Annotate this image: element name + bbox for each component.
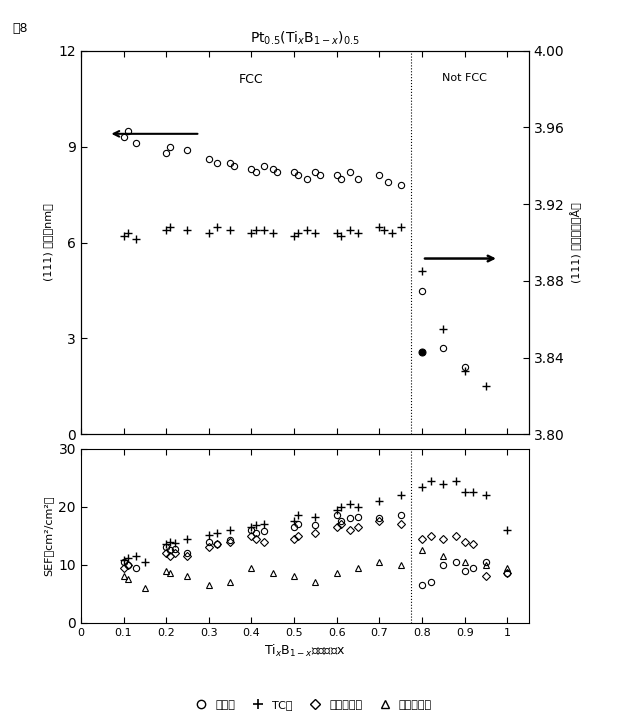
Text: FCC: FCC [239,73,264,86]
Text: 図8: 図8 [12,22,28,35]
Y-axis label: (111) 粒度（nm）: (111) 粒度（nm） [43,203,53,282]
X-axis label: Ti$_x$B$_{1-x}$におけるx: Ti$_x$B$_{1-x}$におけるx [264,643,345,659]
Y-axis label: SEF（cm²/cm²）: SEF（cm²/cm²） [43,495,53,576]
Text: Not FCC: Not FCC [442,73,487,83]
Title: Pt$_{0.5}$(Ti$_x$B$_{1-x}$)$_{0.5}$: Pt$_{0.5}$(Ti$_x$B$_{1-x}$)$_{0.5}$ [250,30,360,47]
Y-axis label: (111) 格子間隔（Å）: (111) 格子間隔（Å） [570,202,582,283]
Legend: 初期値, TC後, 耐性試験前, 耐性試験後: 初期値, TC後, 耐性試験前, 耐性試験後 [185,696,437,715]
